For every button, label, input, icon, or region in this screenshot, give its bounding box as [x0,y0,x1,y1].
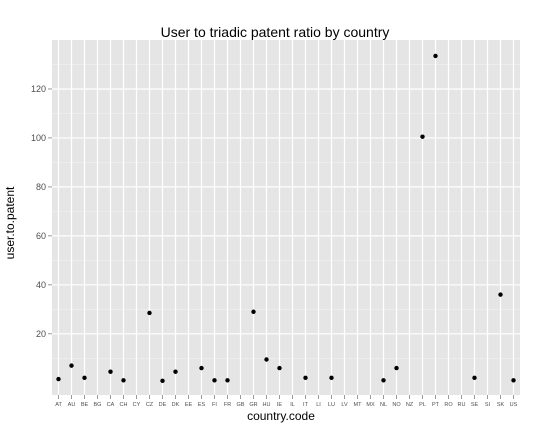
y-tick-label: 60 [36,231,46,241]
y-tick-label: 120 [31,84,46,94]
data-point-hu [264,357,268,361]
y-tick-label: 80 [36,182,46,192]
x-tick-label-no: NO [392,402,401,408]
x-axis-title: country.code [247,409,315,423]
x-tick-label-pt: PT [432,402,440,408]
data-point-ca [108,370,112,374]
x-tick-label-pl: PL [419,402,426,408]
x-tick-label-cy: CY [133,402,141,408]
x-tick-label-au: AU [68,402,76,408]
y-tick-label: 20 [36,329,46,339]
x-tick-label-fi: FI [212,402,217,408]
x-tick-label-il: IL [290,402,295,408]
x-tick-label-li: LI [316,402,321,408]
x-tick-label-ro: RO [444,402,453,408]
data-point-au [69,363,73,367]
x-tick-label-si: SI [485,402,491,408]
x-tick-label-ru: RU [458,402,466,408]
y-tick-label: 100 [31,133,46,143]
data-point-us [511,378,515,382]
x-tick-label-lv: LV [341,402,348,408]
data-point-gr [251,310,255,314]
data-point-fr [225,378,229,382]
x-tick-label-cz: CZ [146,402,154,408]
data-point-nl [381,378,385,382]
x-tick-label-nl: NL [380,402,387,408]
x-tick-label-de: DE [159,402,167,408]
plot-panel [52,40,520,395]
x-tick-label-mx: MX [366,402,375,408]
data-point-at [56,377,60,381]
data-point-lu [329,376,333,380]
x-tick-label-sk: SK [497,402,505,408]
x-tick-label-us: US [510,402,518,408]
x-tick-label-gr: GR [249,402,257,408]
data-point-ie [277,366,281,370]
data-point-be [82,376,86,380]
x-tick-label-mt: MT [354,402,363,408]
x-tick-label-it: IT [303,402,309,408]
data-point-es [199,366,203,370]
x-tick-label-ee: EE [185,402,193,408]
x-tick-label-nz: NZ [406,402,414,408]
y-axis-title: user.to.patent [3,186,17,259]
x-tick-label-es: ES [198,402,206,408]
x-tick-label-at: AT [55,402,62,408]
data-point-cz [147,311,151,315]
x-tick-label-ie: IE [277,402,283,408]
x-tick-label-ca: CA [107,402,115,408]
x-tick-label-hu: HU [263,402,271,408]
data-point-de [160,379,164,383]
x-tick-label-ch: CH [120,402,128,408]
data-point-sk [498,292,502,296]
data-point-fi [212,378,216,382]
x-tick-label-gb: GB [237,402,245,408]
x-tick-label-be: BE [81,402,89,408]
data-point-se [472,376,476,380]
x-tick-label-lu: LU [328,402,335,408]
data-point-pt [433,54,437,58]
x-tick-label-dk: DK [172,402,180,408]
y-tick-label: 40 [36,280,46,290]
data-point-ch [121,378,125,382]
data-point-no [394,366,398,370]
data-point-it [303,376,307,380]
data-point-pl [420,135,424,139]
chart-title: User to triadic patent ratio by country [161,24,390,40]
data-point-dk [173,370,177,374]
x-tick-label-fr: FR [224,402,231,408]
x-tick-label-bg: BG [94,402,102,408]
x-tick-label-se: SE [471,402,479,408]
